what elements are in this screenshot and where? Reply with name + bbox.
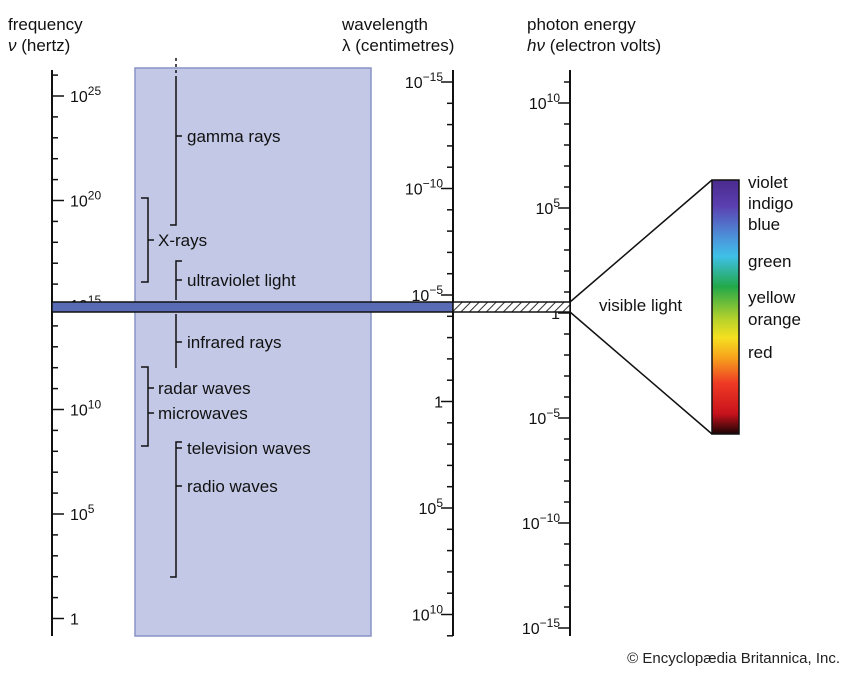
frequency-unit: (hertz) <box>16 36 71 55</box>
tick-label: 10−5 <box>412 283 444 305</box>
energy-ticks: 1010 105 1 10−5 10−10 10−15 <box>522 81 570 638</box>
radar-microwave-bracket <box>141 366 149 447</box>
tick-label: 10−5 <box>529 406 561 428</box>
tick-label: 105 <box>419 496 444 518</box>
tick-label: 1 <box>551 306 560 323</box>
visible-light-label: visible light <box>599 296 682 315</box>
band-label-television: television waves <box>187 439 311 458</box>
color-label-yellow: yellow <box>748 288 796 307</box>
tick-label: 1010 <box>70 398 101 420</box>
color-label-indigo: indigo <box>748 194 793 213</box>
tick-label: 1 <box>70 612 79 629</box>
wavelength-header: wavelength λ (centimetres) <box>342 14 454 56</box>
tick-label: 1020 <box>70 189 101 211</box>
frequency-header-line2: ν (hertz) <box>8 35 83 56</box>
band-label-radio: radio waves <box>187 477 278 496</box>
color-label-red: red <box>748 343 773 362</box>
band-brackets <box>141 58 182 578</box>
tick-label: 1010 <box>412 603 443 625</box>
tick-label: 10−15 <box>522 616 560 638</box>
color-label-green: green <box>748 252 791 271</box>
frequency-ticks: 10251020101510101051 <box>52 74 101 629</box>
tick-label: 1010 <box>529 91 560 113</box>
radio-waves-bracket <box>170 441 182 578</box>
copyright-credit: © Encyclopædia Britannica, Inc. <box>627 650 840 667</box>
band-label-ultraviolet: ultraviolet light <box>187 271 296 290</box>
band-label-gamma-rays: gamma rays <box>187 127 281 146</box>
visible-color-labels: violet indigo blue green yellow orange r… <box>748 173 801 362</box>
band-label-radar: radar waves <box>158 379 251 398</box>
tick-label: 105 <box>70 502 95 524</box>
frequency-header: frequency ν (hertz) <box>8 14 83 56</box>
energy-header-line1: photon energy <box>527 15 636 34</box>
tick-label: 105 <box>536 196 561 218</box>
energy-header-line2: hν (electron volts) <box>527 35 661 56</box>
visible-light-hatch <box>452 301 571 313</box>
band-label-x-rays: X-rays <box>158 231 207 250</box>
gamma-rays-bracket <box>170 78 177 226</box>
wavelength-header-line2: λ (centimetres) <box>342 36 455 55</box>
frequency-header-line1: frequency <box>8 15 83 34</box>
color-label-violet: violet <box>748 173 788 192</box>
energy-header: photon energy hν (electron volts) <box>527 14 661 56</box>
tick-label: 1025 <box>70 84 101 106</box>
band-label-infrared: infrared rays <box>187 333 281 352</box>
tick-label: 10−10 <box>522 511 560 533</box>
spectrum-panel <box>134 67 372 637</box>
energy-unit: (electron volts) <box>544 36 662 55</box>
wavelength-ticks: 10−15 10−10 10−5 1 105 1010 <box>405 70 453 637</box>
band-label-microwaves: microwaves <box>158 404 248 423</box>
wavelength-header-line1: wavelength <box>342 15 429 34</box>
visible-light-fan <box>569 179 713 435</box>
visible-light-band <box>51 301 454 313</box>
visible-spectrum-bar <box>711 179 740 435</box>
tick-label: 10−10 <box>405 177 443 199</box>
color-label-blue: blue <box>748 215 780 234</box>
h-nu-symbol: hν <box>527 36 545 55</box>
tick-label: 1 <box>434 395 443 412</box>
nu-symbol: ν <box>8 36 17 55</box>
tick-label: 10−15 <box>405 70 443 92</box>
ultraviolet-bracket <box>175 260 182 300</box>
color-label-orange: orange <box>748 310 801 329</box>
